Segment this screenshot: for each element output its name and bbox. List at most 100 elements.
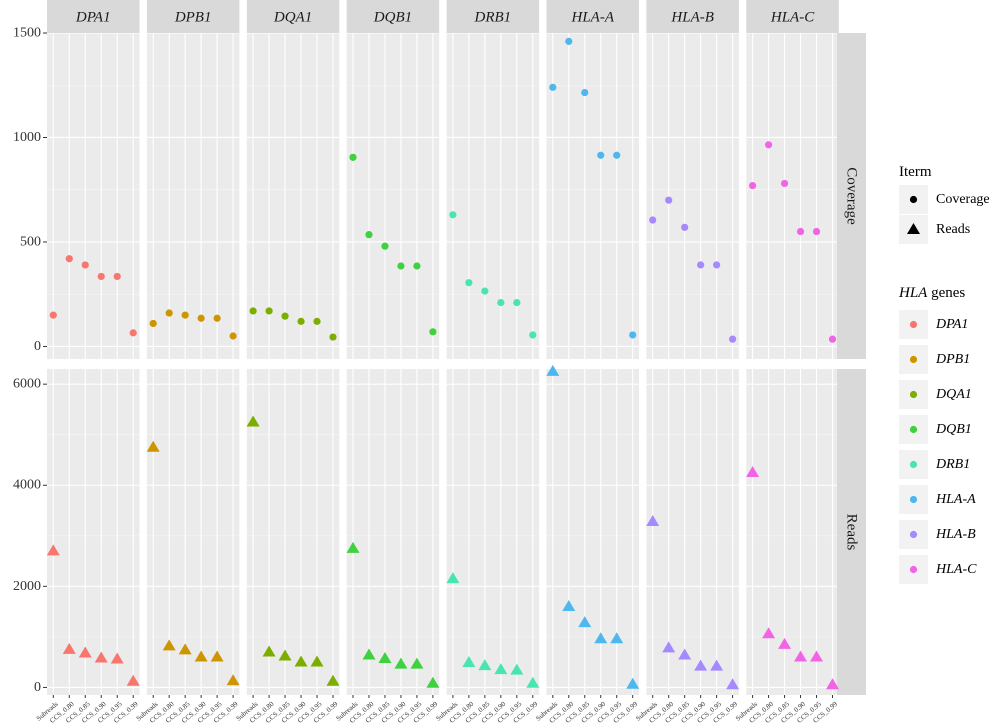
point-reads-hla-a-ccs-0-80 [562,599,576,611]
point-coverage-dpb1-ccs-0-99 [229,332,237,340]
point-reads-dqa1-ccs-0-85 [278,649,292,661]
panel-coverage-dqb1 [346,33,440,359]
point-reads-dpa1-ccs-0-99 [126,674,140,686]
point-coverage-hla-c-ccs-0-99 [828,335,837,343]
point-reads-dqb1-ccs-0-90 [394,657,408,669]
point-reads-dqa1-ccs-0-99 [326,674,340,686]
point-reads-hla-b-ccs-0-90 [694,659,708,671]
y-tick-label: 6000 [13,377,41,392]
row-strip-label-coverage: Coverage [844,167,860,225]
panel-coverage-dqa1 [246,33,340,359]
column-strip-dqb1 [346,0,440,33]
point-coverage-hla-a-ccs-0-90 [597,151,605,159]
panel-reads-dqb1 [346,369,440,695]
point-coverage-dqa1-subreads [249,307,257,315]
column-strip-label-hla-a: HLA-A [571,10,615,26]
y-tick-label: 1500 [13,26,41,41]
point-coverage-hla-c-ccs-0-85 [780,179,789,188]
point-coverage-dqa1-ccs-0-95 [313,317,321,325]
legend-color-label-hla-b: HLA-B [935,527,976,542]
legend-color-label-dqb1: DQB1 [935,422,972,437]
point-reads-hla-c-ccs-0-99 [826,678,839,690]
column-strip-drb1 [446,0,540,33]
legend-shape-label-reads: Reads [936,222,970,237]
point-reads-dpa1-subreads [46,544,60,556]
point-coverage-dpa1-ccs-0-99 [129,329,137,337]
point-reads-dqa1-ccs-0-95 [310,655,324,667]
panel-reads-dpb1 [146,369,240,695]
point-coverage-dpa1-ccs-0-95 [113,272,121,281]
point-coverage-hla-b-ccs-0-99 [729,335,737,343]
point-coverage-dpb1-subreads [149,319,157,328]
point-reads-hla-b-ccs-0-99 [726,678,740,690]
panel-coverage-dpb1 [146,33,240,359]
column-strip-hla-c [746,0,839,33]
point-reads-dpa1-ccs-0-80 [62,642,76,654]
point-coverage-dpb1-ccs-0-80 [165,309,173,317]
column-strip-dpb1 [146,0,240,33]
panel-reads-hla-a [546,369,639,695]
point-reads-drb1-ccs-0-80 [462,656,476,668]
panel-coverage-drb1 [446,33,540,359]
point-coverage-drb1-ccs-0-85 [481,287,489,295]
point-reads-hla-a-ccs-0-90 [594,632,608,644]
panel-reads-dpa1 [47,369,140,695]
legend-color-label-hla-c: HLA-C [935,562,977,577]
legend-triangle-icon [907,223,920,234]
point-reads-dqb1-ccs-0-85 [378,652,392,664]
legend-shape-label-coverage: Coverage [936,192,990,207]
point-reads-dpb1-ccs-0-99 [226,674,240,686]
point-reads-dpb1-ccs-0-80 [162,639,176,651]
point-coverage-dpa1-subreads [49,311,57,319]
column-strip-label-dqb1: DQB1 [373,10,412,26]
point-coverage-hla-c-ccs-0-90 [796,227,805,236]
point-reads-dpb1-subreads [146,440,160,452]
point-coverage-dqa1-ccs-0-90 [297,317,305,325]
point-coverage-dpb1-ccs-0-90 [197,314,205,322]
panel-reads-dqa1 [246,369,340,695]
row-strip-coverage [837,33,866,359]
point-coverage-hla-c-subreads [749,181,757,190]
panel-coverage-hla-c [746,33,839,359]
legend-color-title: HLA genes [898,285,965,301]
point-reads-hla-b-ccs-0-95 [710,659,724,671]
point-reads-hla-b-subreads [646,515,660,527]
legend-color-icon-hla-b [909,530,918,539]
point-coverage-drb1-ccs-0-99 [529,331,537,339]
point-coverage-hla-a-ccs-0-80 [565,37,573,45]
point-reads-dqb1-subreads [346,541,360,553]
point-coverage-dqb1-ccs-0-90 [397,262,405,270]
point-reads-hla-a-ccs-0-95 [610,632,624,644]
column-strip-dqa1 [246,0,340,33]
point-coverage-dpb1-ccs-0-85 [181,311,189,319]
point-coverage-dpb1-ccs-0-95 [213,314,221,322]
point-reads-hla-c-ccs-0-90 [794,650,808,662]
point-coverage-dqb1-ccs-0-80 [365,231,373,239]
panel-coverage-dpa1 [47,33,140,359]
point-coverage-hla-b-ccs-0-85 [681,223,689,231]
column-strip-dpa1 [47,0,140,33]
point-reads-dqa1-ccs-0-90 [294,655,308,667]
legend-color-icon-hla-a [909,495,918,504]
legend: Iterm Coverage Reads HLA genes DPA1 DPB1 DQA1 D… [898,164,990,584]
point-coverage-dqb1-ccs-0-85 [381,242,389,250]
point-coverage-dpa1-ccs-0-80 [65,255,73,263]
point-reads-hla-a-ccs-0-99 [626,677,640,689]
point-reads-drb1-ccs-0-95 [510,663,524,675]
point-coverage-drb1-ccs-0-90 [497,298,505,307]
legend-color-title-rest: genes [927,285,965,301]
point-coverage-dpa1-ccs-0-90 [97,272,105,281]
legend-color-label-hla-a: HLA-A [935,492,976,507]
point-coverage-hla-a-subreads [549,83,557,91]
legend-color-icon-drb1 [909,460,918,469]
legend-color-icon-dqa1 [909,390,918,399]
point-coverage-hla-a-ccs-0-95 [613,151,621,159]
column-strip-label-dqa1: DQA1 [273,10,312,26]
y-tick-label: 500 [20,234,41,249]
point-reads-hla-b-ccs-0-85 [678,648,692,660]
legend-color-label-dqa1: DQA1 [935,387,972,402]
legend-color-label-dpa1: DPA1 [935,317,968,332]
point-reads-hla-c-subreads [746,466,760,478]
point-coverage-dqb1-subreads [349,153,357,161]
